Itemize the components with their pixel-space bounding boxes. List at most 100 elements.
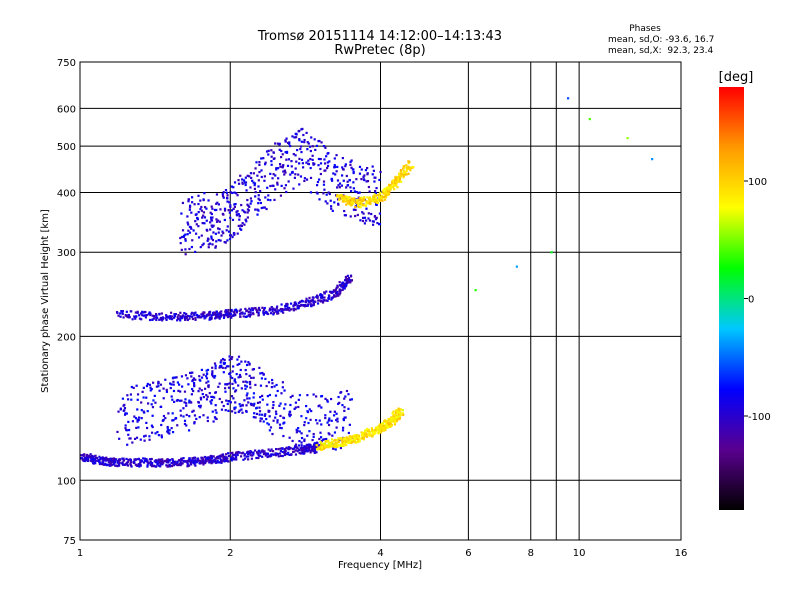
data-point bbox=[184, 239, 187, 242]
data-point bbox=[343, 437, 346, 441]
data-point bbox=[247, 361, 250, 364]
data-point bbox=[226, 239, 229, 242]
data-point bbox=[254, 383, 257, 387]
data-point bbox=[148, 458, 152, 461]
data-point bbox=[344, 416, 347, 419]
data-point bbox=[352, 168, 355, 171]
data-point bbox=[335, 170, 338, 173]
data-point bbox=[366, 430, 370, 433]
data-point bbox=[399, 408, 402, 411]
data-point bbox=[361, 203, 365, 206]
data-point bbox=[227, 230, 231, 233]
data-point bbox=[398, 180, 401, 183]
data-point bbox=[225, 312, 229, 315]
y-tick-label: 750 bbox=[57, 58, 76, 69]
data-point bbox=[368, 219, 372, 222]
data-point bbox=[317, 157, 321, 161]
data-point bbox=[249, 402, 253, 405]
data-point bbox=[244, 211, 247, 214]
data-point bbox=[231, 191, 234, 195]
data-point bbox=[271, 378, 274, 382]
data-point bbox=[211, 366, 214, 369]
data-point bbox=[285, 453, 288, 456]
data-point bbox=[180, 463, 183, 466]
data-point bbox=[376, 221, 379, 225]
data-point bbox=[307, 446, 310, 449]
data-point bbox=[300, 158, 304, 161]
data-point bbox=[352, 181, 355, 184]
data-point bbox=[283, 449, 286, 452]
data-point bbox=[229, 216, 232, 219]
data-point bbox=[215, 310, 219, 313]
data-point bbox=[361, 219, 365, 223]
data-point bbox=[198, 387, 201, 390]
data-point bbox=[186, 318, 189, 322]
data-point bbox=[237, 410, 240, 414]
data-point bbox=[300, 304, 304, 307]
data-point bbox=[196, 218, 199, 221]
data-point bbox=[175, 399, 178, 402]
data-point bbox=[250, 176, 253, 180]
data-point bbox=[307, 303, 310, 306]
data-point bbox=[179, 317, 182, 320]
data-point bbox=[270, 160, 273, 163]
data-point bbox=[274, 416, 277, 419]
data-point bbox=[225, 309, 228, 312]
data-point bbox=[223, 315, 226, 318]
data-point bbox=[335, 426, 338, 429]
data-point bbox=[227, 409, 230, 412]
data-point bbox=[257, 456, 260, 460]
data-point bbox=[268, 309, 271, 312]
data-point bbox=[315, 144, 319, 148]
data-point bbox=[262, 452, 266, 456]
data-point bbox=[257, 194, 260, 197]
data-point bbox=[124, 412, 127, 415]
data-point bbox=[245, 315, 248, 318]
data-point bbox=[242, 380, 245, 383]
data-point bbox=[122, 459, 126, 462]
data-point bbox=[371, 173, 374, 176]
data-point bbox=[306, 410, 309, 413]
data-point bbox=[180, 458, 183, 461]
data-point bbox=[321, 296, 324, 299]
data-point bbox=[215, 240, 218, 243]
data-point bbox=[221, 230, 224, 233]
data-point bbox=[246, 211, 249, 214]
data-point bbox=[82, 454, 85, 458]
data-point bbox=[388, 425, 391, 428]
data-point bbox=[305, 178, 309, 181]
data-point bbox=[254, 195, 257, 198]
data-point bbox=[301, 452, 304, 455]
data-point bbox=[125, 314, 128, 318]
data-point bbox=[277, 167, 280, 170]
data-point bbox=[271, 382, 274, 385]
data-point bbox=[258, 170, 261, 174]
data-point bbox=[372, 200, 375, 203]
data-point bbox=[311, 154, 314, 157]
data-point bbox=[329, 397, 333, 401]
data-point bbox=[394, 180, 397, 183]
data-point bbox=[135, 315, 138, 318]
data-point bbox=[342, 179, 345, 182]
data-point bbox=[236, 358, 239, 361]
data-point bbox=[174, 463, 177, 466]
data-point bbox=[294, 173, 297, 176]
data-point bbox=[283, 389, 286, 392]
data-point bbox=[230, 316, 233, 319]
data-point bbox=[268, 393, 272, 397]
data-point bbox=[209, 221, 212, 224]
data-point bbox=[282, 308, 286, 311]
data-point bbox=[227, 308, 230, 312]
data-point bbox=[375, 216, 378, 219]
data-point bbox=[279, 165, 282, 168]
colorbar-tick-label: -100 bbox=[748, 412, 771, 423]
data-point bbox=[165, 314, 168, 318]
data-point bbox=[187, 429, 191, 432]
data-point bbox=[369, 202, 372, 206]
data-point bbox=[385, 190, 388, 193]
data-point bbox=[206, 457, 209, 460]
data-point bbox=[119, 407, 122, 410]
data-point bbox=[251, 309, 254, 312]
data-point bbox=[515, 265, 518, 268]
data-point bbox=[264, 413, 267, 416]
